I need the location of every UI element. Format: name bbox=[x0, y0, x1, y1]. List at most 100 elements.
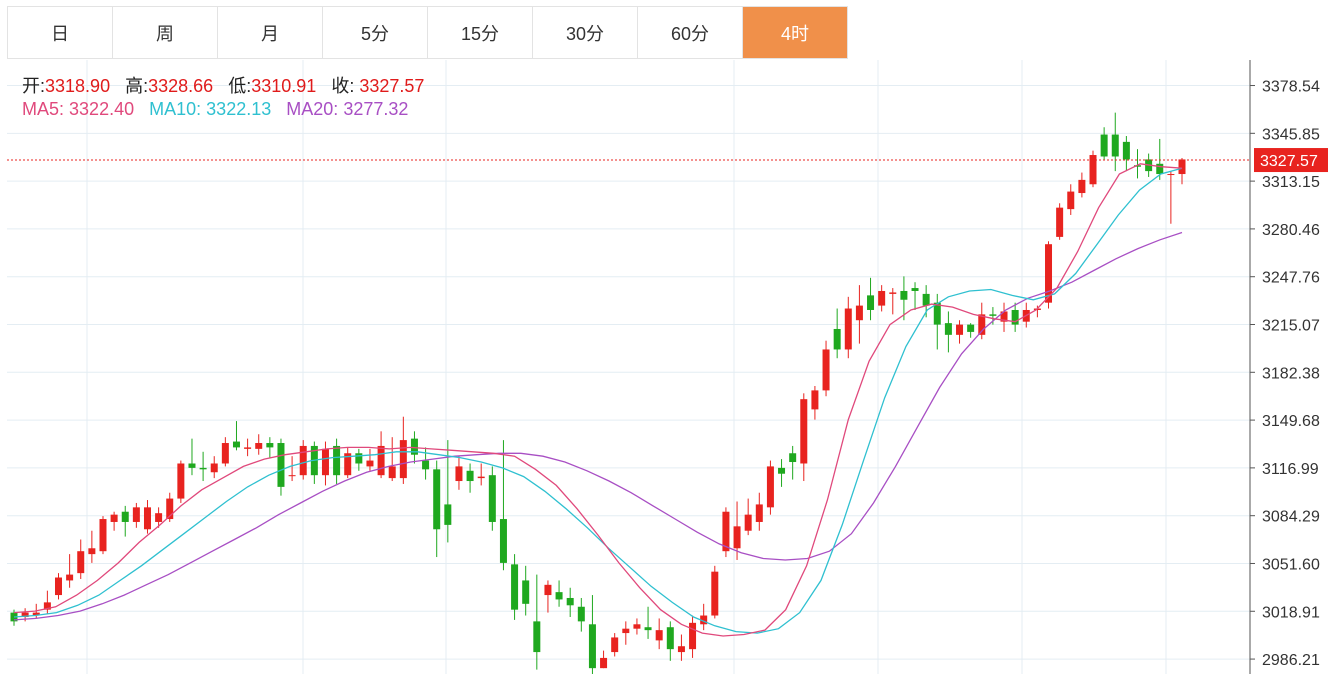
candle-body bbox=[722, 511, 730, 552]
y-tick-label: 3247.76 bbox=[1262, 270, 1320, 287]
candle-body bbox=[32, 612, 40, 616]
candle-body bbox=[88, 548, 96, 555]
candle-body bbox=[410, 438, 418, 455]
candle-body bbox=[522, 580, 530, 604]
candle-body bbox=[511, 564, 519, 610]
candle-body bbox=[711, 571, 719, 616]
y-tick-label: 3149.68 bbox=[1262, 413, 1320, 430]
candle-body bbox=[689, 622, 697, 650]
tab-4[interactable]: 15分 bbox=[428, 7, 533, 58]
candle-body bbox=[733, 526, 741, 549]
candle-body bbox=[900, 290, 908, 300]
candle-body bbox=[277, 443, 285, 487]
candle-body bbox=[1067, 191, 1075, 210]
candle-body bbox=[878, 290, 886, 306]
candle-body bbox=[388, 466, 396, 479]
candle-body bbox=[132, 507, 140, 522]
candle-body bbox=[911, 288, 919, 291]
close-label: 收: bbox=[331, 76, 355, 96]
candle-body bbox=[822, 349, 830, 391]
candle-body bbox=[177, 463, 185, 499]
candle-body bbox=[867, 295, 875, 310]
y-tick-label: 3313.15 bbox=[1262, 174, 1320, 191]
candle-body bbox=[344, 453, 352, 476]
candle-body bbox=[488, 475, 496, 522]
candle-body bbox=[1100, 134, 1108, 157]
candle-body bbox=[21, 612, 29, 617]
candle-body bbox=[1056, 207, 1064, 237]
candle-body bbox=[789, 453, 797, 463]
candle-body bbox=[444, 504, 452, 525]
tab-3[interactable]: 5分 bbox=[323, 7, 428, 58]
ma5-value: 3322.40 bbox=[69, 99, 135, 119]
candle-body bbox=[232, 441, 240, 448]
candle-body bbox=[99, 519, 107, 552]
last-price-tag bbox=[1254, 148, 1328, 173]
candle-body bbox=[477, 476, 485, 479]
tab-2[interactable]: 月 bbox=[218, 7, 323, 58]
tab-5[interactable]: 30分 bbox=[533, 7, 638, 58]
tab-1[interactable]: 周 bbox=[113, 7, 218, 58]
candle-body bbox=[577, 606, 585, 622]
candle-body bbox=[366, 460, 374, 467]
ma20-value: 3277.32 bbox=[343, 99, 409, 119]
candle-body bbox=[944, 323, 952, 335]
candle-body bbox=[1045, 244, 1053, 303]
candle-body bbox=[499, 519, 507, 563]
ma20-line bbox=[13, 231, 1183, 621]
candle-body bbox=[844, 308, 852, 350]
candle-body bbox=[455, 466, 463, 482]
tab-0[interactable]: 日 bbox=[8, 7, 113, 58]
candle-body bbox=[1167, 174, 1175, 176]
candle-body bbox=[110, 514, 118, 522]
candle-body bbox=[933, 302, 941, 325]
candle-body bbox=[855, 305, 863, 321]
y-tick-label: 3116.99 bbox=[1262, 461, 1319, 478]
candle-body bbox=[1178, 159, 1186, 175]
tab-7[interactable]: 4时 bbox=[743, 7, 848, 58]
y-tick-label: 3018.91 bbox=[1262, 604, 1320, 621]
ma10-value: 3322.13 bbox=[206, 99, 272, 119]
candle-body bbox=[166, 498, 174, 520]
candle-body bbox=[588, 624, 596, 669]
ma-readout: MA5: 3322.40 MA10: 3322.13 MA20: 3277.32 bbox=[22, 99, 408, 120]
candle-body bbox=[43, 602, 51, 610]
candle-body bbox=[66, 574, 74, 581]
candle-body bbox=[199, 467, 207, 470]
ma5-line bbox=[13, 163, 1183, 637]
y-tick-label: 3182.38 bbox=[1262, 365, 1320, 382]
candle-body bbox=[766, 466, 774, 508]
candle-body bbox=[1011, 309, 1019, 325]
candle-body bbox=[566, 597, 574, 606]
ma5-label: MA5: bbox=[22, 99, 65, 119]
candle-body bbox=[288, 475, 296, 477]
ma20-label: MA20: bbox=[286, 99, 339, 119]
candle-body bbox=[778, 467, 786, 474]
candle-body bbox=[1122, 141, 1130, 160]
candle-body bbox=[188, 463, 196, 468]
candle-body bbox=[221, 443, 229, 464]
candle-body bbox=[1111, 134, 1119, 157]
candle-body bbox=[533, 621, 541, 653]
candle-body bbox=[978, 314, 986, 335]
high-value: 3328.66 bbox=[148, 76, 214, 96]
candle-body bbox=[321, 448, 329, 476]
y-tick-label: 3378.54 bbox=[1262, 79, 1320, 96]
candle-body bbox=[266, 443, 274, 448]
candle-body bbox=[922, 293, 930, 306]
candle-body bbox=[622, 628, 630, 634]
candle-body bbox=[299, 445, 307, 476]
low-value: 3310.91 bbox=[251, 76, 317, 96]
ma10-line bbox=[13, 167, 1183, 634]
open-value: 3318.90 bbox=[45, 76, 111, 96]
y-tick-label: 3345.85 bbox=[1262, 126, 1320, 143]
candle-body bbox=[255, 443, 263, 449]
candle-body bbox=[744, 514, 752, 531]
low-label: 低: bbox=[228, 76, 252, 96]
tab-6[interactable]: 60分 bbox=[638, 7, 743, 58]
candle-body bbox=[121, 511, 129, 522]
candle-body bbox=[433, 469, 441, 530]
candle-body bbox=[967, 324, 975, 332]
candle-body bbox=[889, 292, 897, 294]
